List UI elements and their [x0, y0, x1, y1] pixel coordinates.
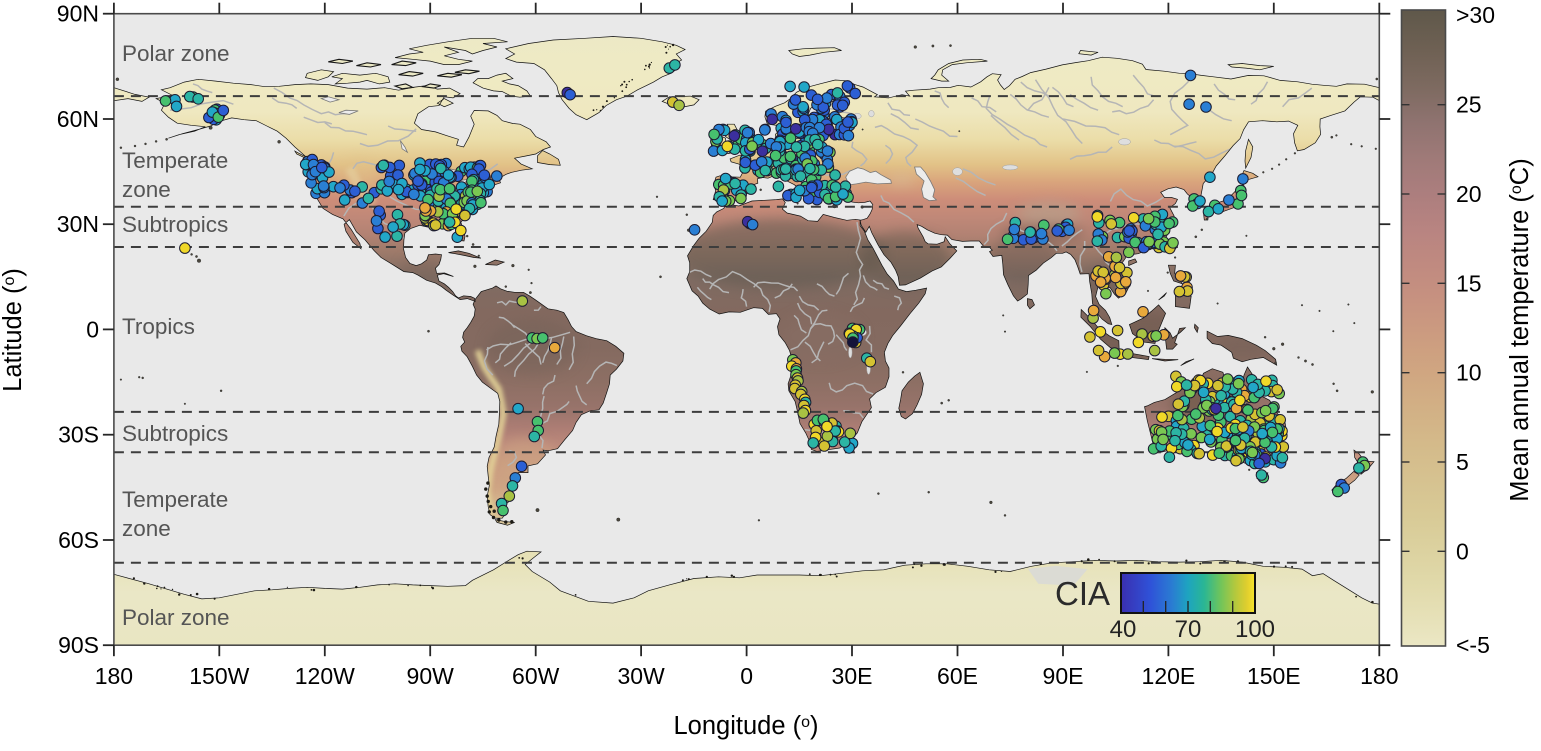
svg-text:90E: 90E	[1043, 663, 1084, 689]
svg-text:120E: 120E	[1142, 663, 1196, 689]
svg-text:30N: 30N	[57, 211, 99, 237]
svg-text:Subtropics: Subtropics	[122, 421, 228, 446]
svg-text:150E: 150E	[1247, 663, 1301, 689]
svg-text:40: 40	[1110, 616, 1137, 643]
svg-text:Mean annual temperature (oC): Mean annual temperature (oC)	[1506, 158, 1534, 501]
svg-text:Subtropics: Subtropics	[122, 212, 228, 237]
svg-text:zone: zone	[122, 177, 171, 202]
svg-text:180: 180	[1360, 663, 1398, 689]
svg-text:Temperate: Temperate	[122, 148, 228, 173]
svg-text:>30: >30	[1456, 2, 1495, 28]
svg-text:60S: 60S	[58, 527, 99, 553]
svg-text:5: 5	[1456, 449, 1469, 475]
svg-text:Tropics: Tropics	[122, 314, 195, 339]
svg-text:150W: 150W	[189, 663, 249, 689]
svg-text:Polar zone: Polar zone	[122, 605, 230, 630]
svg-text:90S: 90S	[58, 632, 99, 658]
svg-text:0: 0	[740, 663, 753, 689]
svg-text:25: 25	[1456, 92, 1482, 118]
svg-text:10: 10	[1456, 360, 1482, 386]
svg-text:<-5: <-5	[1456, 632, 1490, 658]
svg-text:15: 15	[1456, 270, 1482, 296]
svg-text:Temperate: Temperate	[122, 487, 228, 512]
svg-text:zone: zone	[122, 516, 171, 541]
svg-text:120W: 120W	[295, 663, 355, 689]
svg-text:CIA: CIA	[1055, 575, 1110, 612]
svg-text:20: 20	[1456, 181, 1482, 207]
svg-text:30E: 30E	[832, 663, 873, 689]
svg-text:60N: 60N	[57, 106, 99, 132]
svg-text:Longitude (o): Longitude (o)	[673, 712, 818, 740]
svg-text:30W: 30W	[617, 663, 665, 689]
svg-text:180: 180	[95, 663, 133, 689]
svg-text:90N: 90N	[57, 1, 99, 27]
svg-text:60E: 60E	[937, 663, 978, 689]
svg-text:0: 0	[1456, 538, 1469, 564]
svg-text:100: 100	[1235, 616, 1275, 643]
svg-text:0: 0	[86, 316, 99, 342]
svg-text:Latitude (o): Latitude (o)	[0, 268, 27, 392]
svg-text:90W: 90W	[407, 663, 455, 689]
svg-text:Polar zone: Polar zone	[122, 41, 230, 66]
svg-text:60W: 60W	[512, 663, 560, 689]
svg-text:70: 70	[1175, 616, 1202, 643]
svg-text:30S: 30S	[58, 422, 99, 448]
